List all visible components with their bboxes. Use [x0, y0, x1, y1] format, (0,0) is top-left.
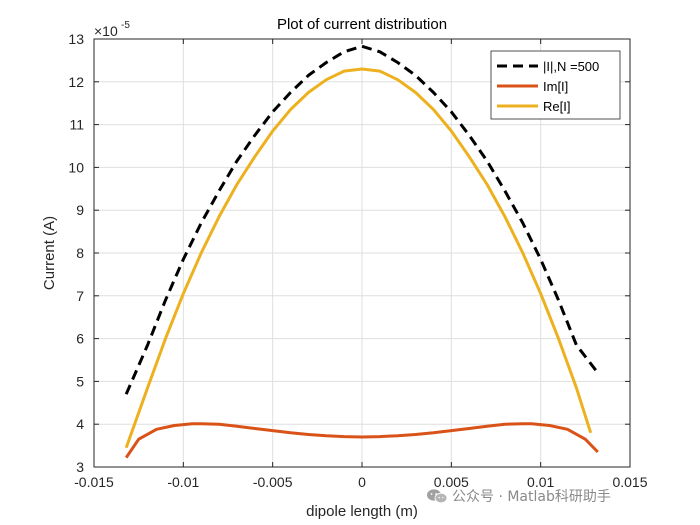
y-exponent-power: -5 [121, 20, 130, 31]
series-line-2 [124, 67, 593, 449]
legend-label-2: Re[I] [543, 99, 570, 114]
watermark-text: 公众号 · Matlab科研助手 [452, 489, 611, 505]
x-tick-label: -0.01 [167, 474, 199, 490]
series-line-0 [124, 44, 599, 395]
chart-title: Plot of current distribution [277, 16, 447, 33]
x-tick-label: 0.015 [612, 474, 647, 490]
wechat-icon [427, 489, 448, 504]
x-tick-label: 0 [358, 474, 366, 490]
y-tick-label: 3 [76, 459, 84, 475]
y-tick-label: 10 [68, 159, 84, 175]
x-tick-label: 0.005 [434, 474, 469, 490]
y-tick-label: 8 [76, 245, 84, 261]
y-tick-label: 5 [76, 373, 84, 389]
series-layer [124, 44, 599, 459]
tick-labels: -0.015 -0.01 -0.005 0 0.005 0.01 0.015 3 4 5 6 7 8 9 1… [68, 31, 647, 490]
x-axis-title: dipole length (m) [306, 503, 418, 520]
legend-label-0: |I|,N =500 [543, 59, 599, 74]
legend: |I|,N =500 Im[I] Re[I] [490, 50, 621, 120]
series-line-1 [124, 422, 599, 459]
y-tick-label: 9 [76, 202, 84, 218]
x-tick-label: -0.005 [253, 474, 293, 490]
y-tick-label: 13 [68, 31, 84, 47]
y-tick-label: 7 [76, 288, 84, 304]
watermark: 公众号 · Matlab科研助手 [426, 486, 611, 506]
y-exponent-label: ×10 [94, 23, 118, 39]
x-tick-label: -0.015 [74, 474, 114, 490]
y-tick-label: 11 [69, 117, 84, 133]
ticks [93, 38, 631, 468]
y-tick-label: 4 [76, 416, 84, 432]
x-tick-label: 0.01 [527, 474, 554, 490]
y-axis-title: Current (A) [41, 216, 58, 290]
y-tick-label: 6 [76, 331, 84, 347]
legend-label-1: Im[I] [543, 79, 568, 94]
y-tick-label: 12 [68, 74, 84, 90]
